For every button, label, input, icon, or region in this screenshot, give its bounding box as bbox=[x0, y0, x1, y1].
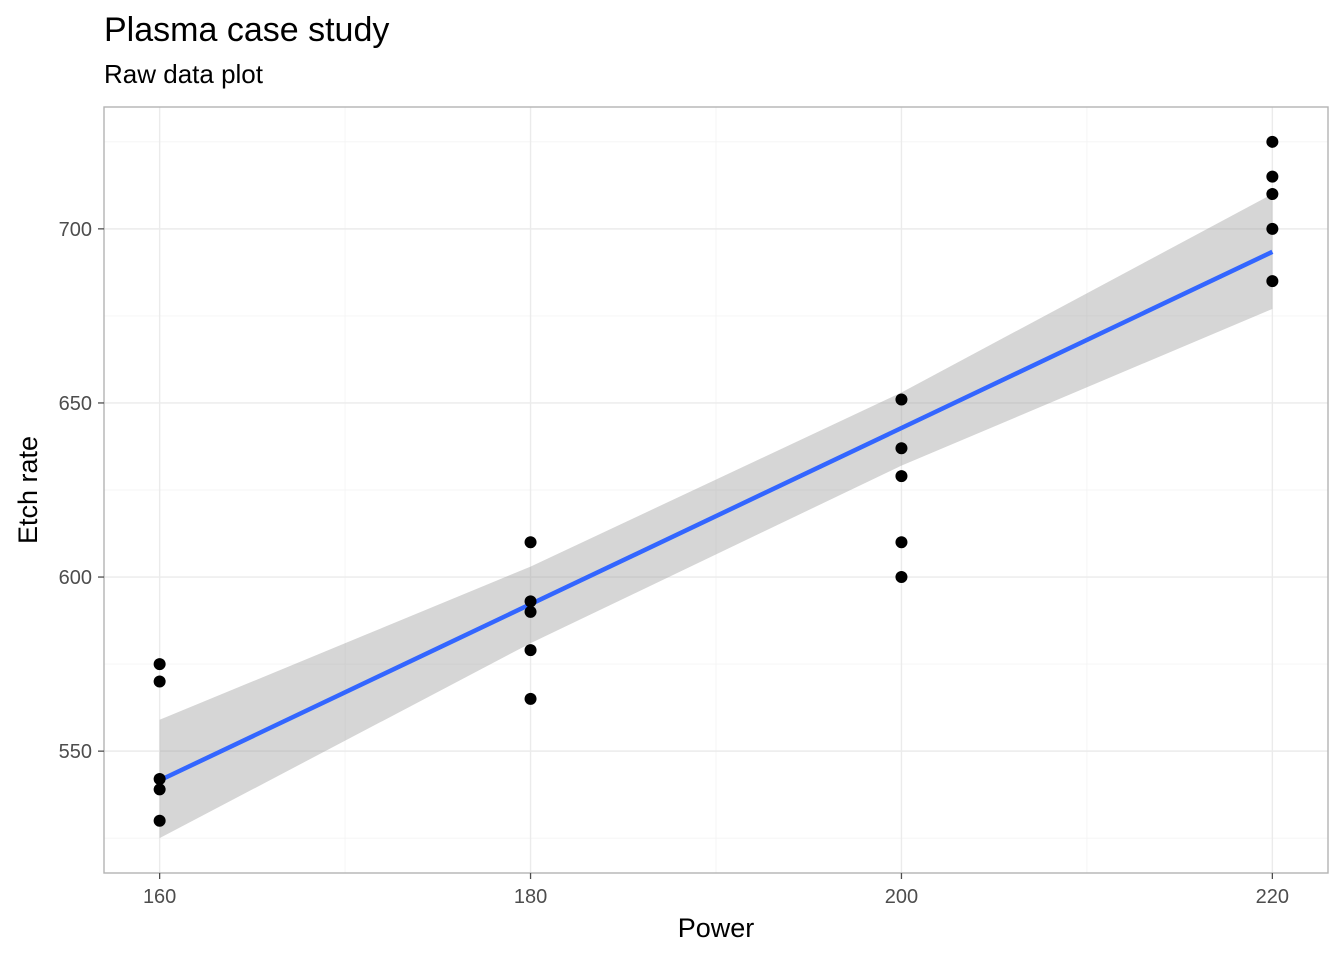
y-tick-label: 600 bbox=[59, 567, 92, 589]
chart-subtitle: Raw data plot bbox=[104, 59, 264, 89]
data-point bbox=[153, 675, 166, 688]
data-point bbox=[524, 536, 537, 549]
x-axis: 160 180 200 220 bbox=[143, 873, 1289, 908]
data-point bbox=[153, 658, 166, 671]
x-tick-label: 160 bbox=[143, 886, 176, 908]
data-point bbox=[153, 772, 166, 785]
y-tick-label: 550 bbox=[59, 741, 92, 763]
y-tick-label: 700 bbox=[59, 219, 92, 241]
data-point bbox=[895, 442, 908, 455]
y-tick-label: 650 bbox=[59, 393, 92, 415]
data-point bbox=[524, 595, 537, 608]
x-tick-label: 200 bbox=[885, 886, 918, 908]
data-point bbox=[524, 692, 537, 705]
plot-panel bbox=[103, 106, 1329, 874]
data-point bbox=[895, 470, 908, 483]
data-point bbox=[895, 571, 908, 584]
x-tick-label: 180 bbox=[514, 886, 547, 908]
data-point bbox=[1266, 275, 1279, 288]
y-axis: 550 600 650 700 bbox=[59, 219, 104, 763]
x-axis-title: Power bbox=[678, 913, 755, 943]
data-point bbox=[1266, 222, 1279, 235]
data-point bbox=[895, 536, 908, 549]
data-point bbox=[153, 783, 166, 796]
data-points bbox=[153, 135, 1279, 827]
data-point bbox=[524, 605, 537, 618]
data-point bbox=[1266, 135, 1279, 148]
panel-border bbox=[103, 106, 1329, 874]
y-axis-title: Etch rate bbox=[13, 436, 43, 544]
fit-line bbox=[158, 249, 1274, 783]
chart-title: Plasma case study bbox=[104, 11, 389, 49]
data-point bbox=[524, 644, 537, 657]
x-tick-label: 220 bbox=[1256, 886, 1289, 908]
data-point bbox=[1266, 188, 1279, 201]
data-point bbox=[895, 393, 908, 406]
data-point bbox=[1266, 170, 1279, 183]
data-point bbox=[153, 814, 166, 827]
